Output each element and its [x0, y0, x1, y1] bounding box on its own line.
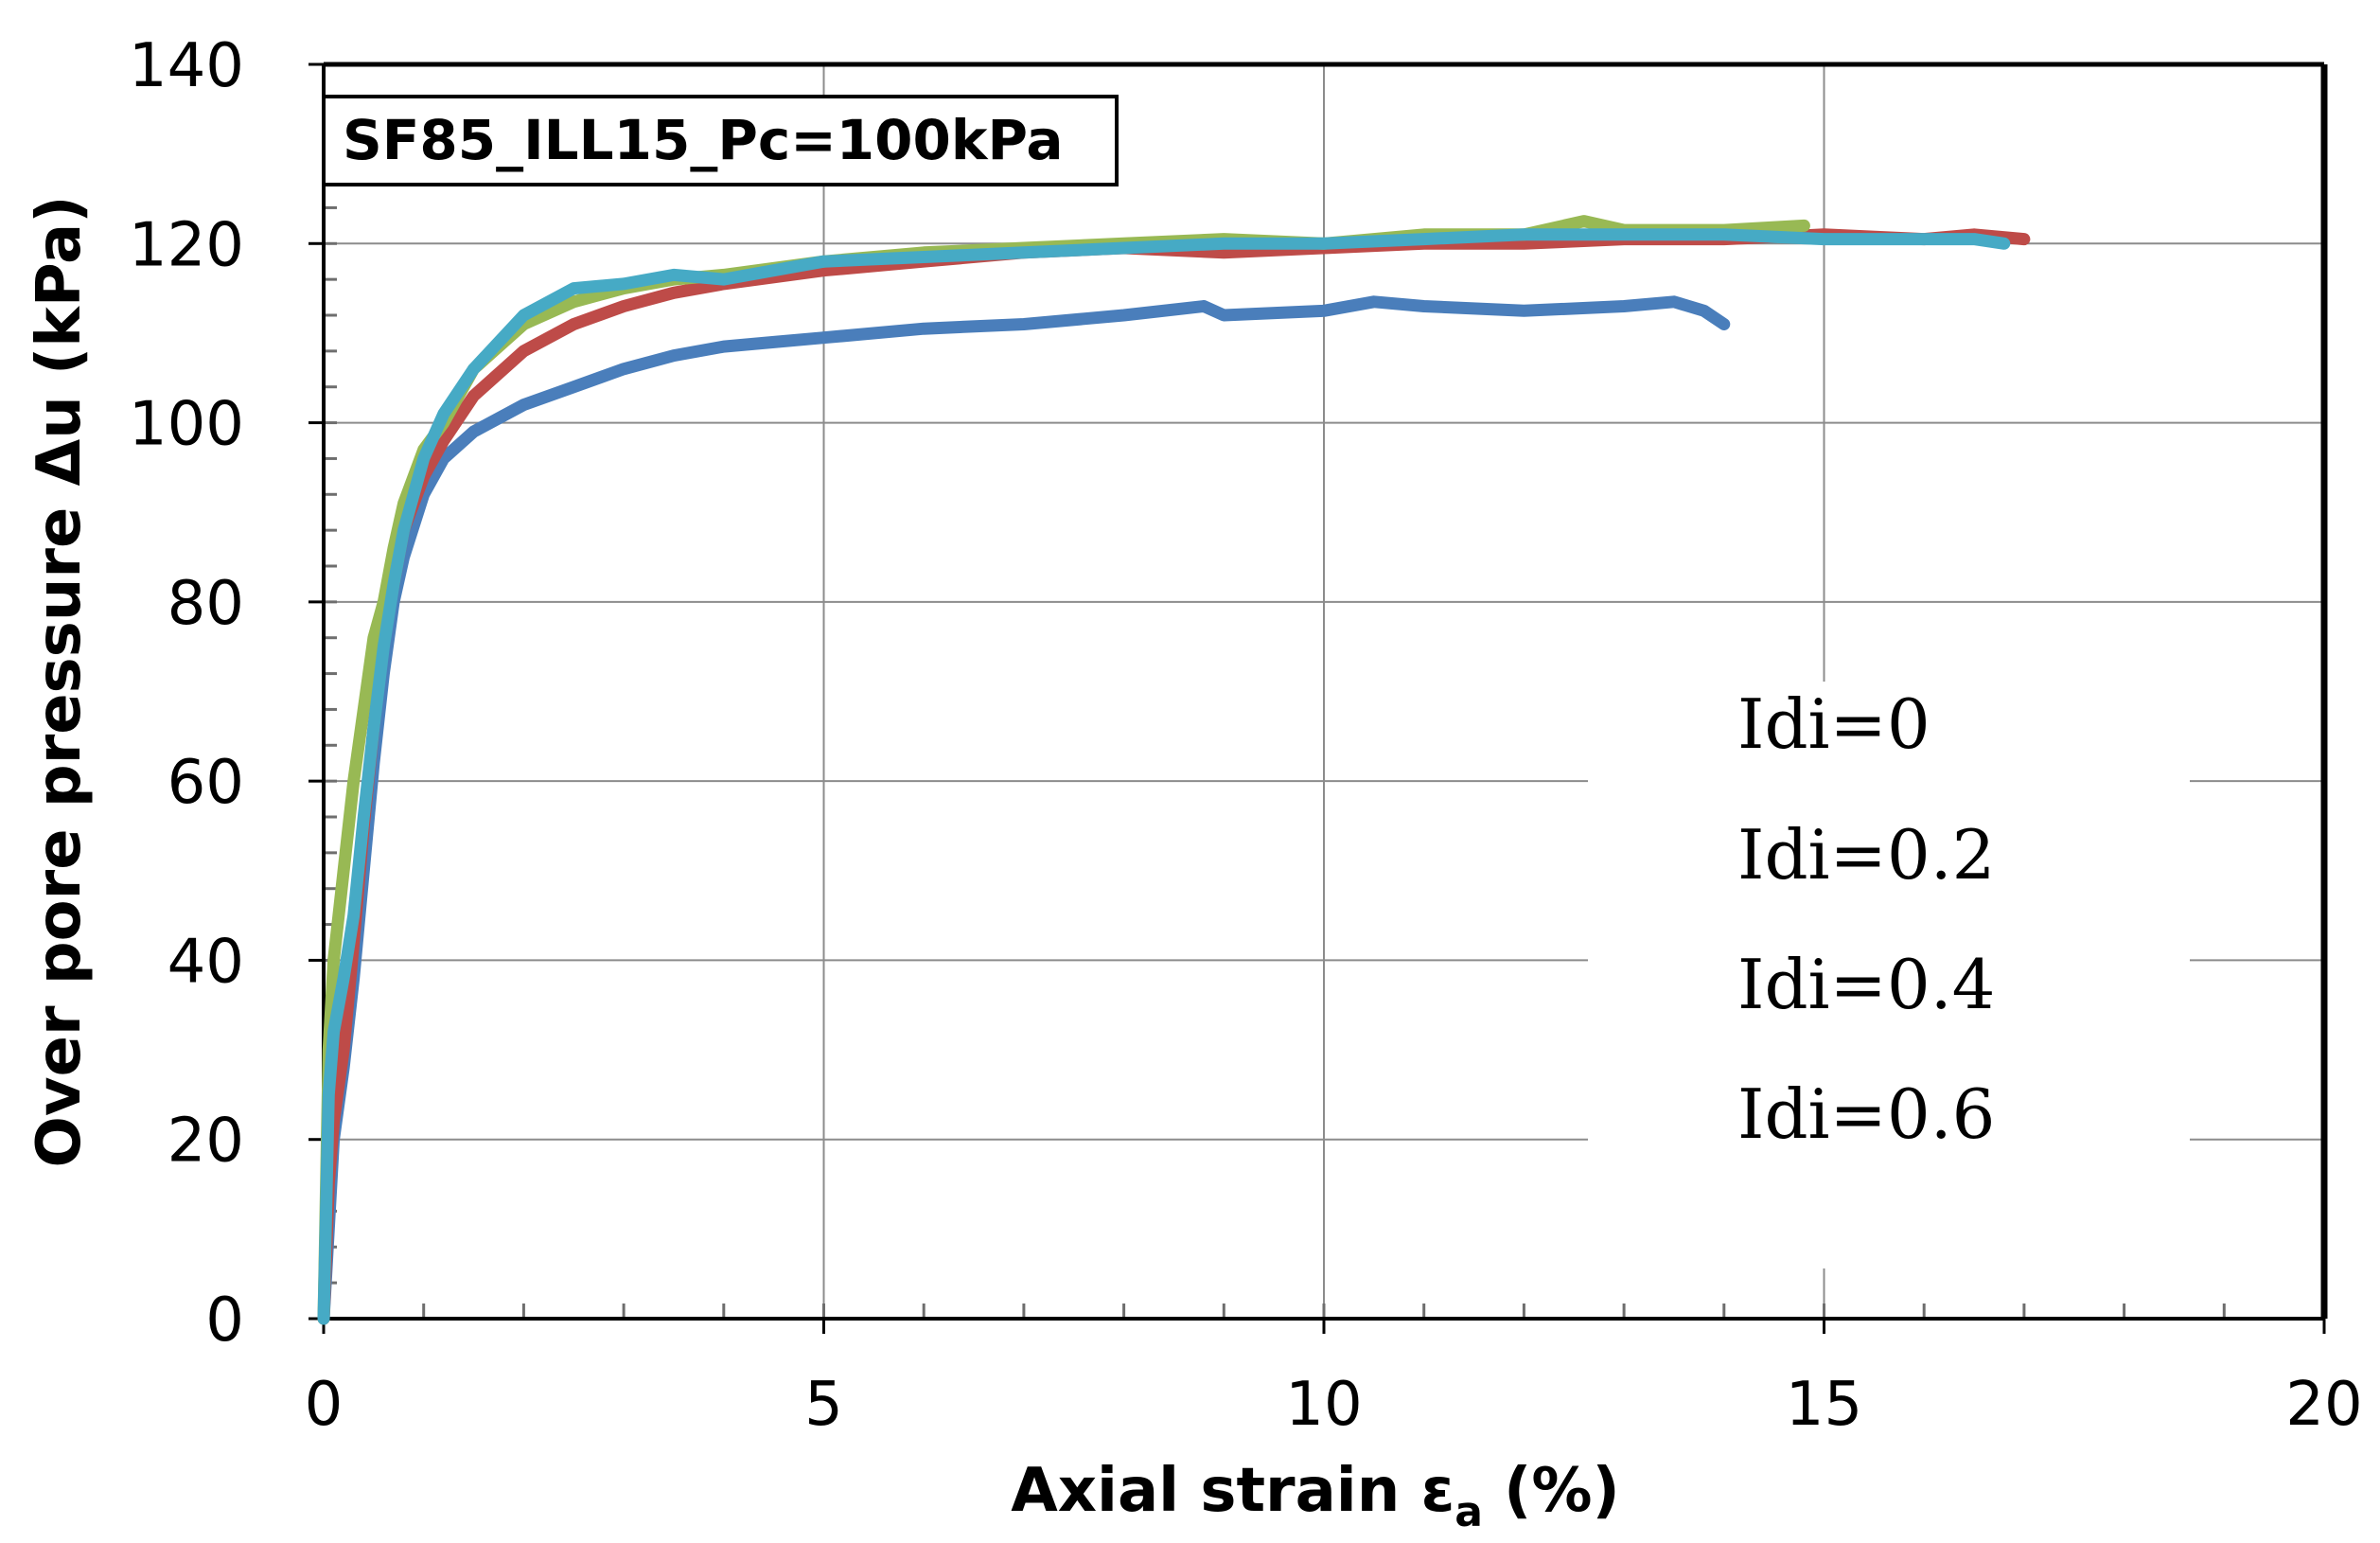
chart-title-box: SF85_ILL15_Pc=100kPa [322, 95, 1119, 186]
y-tick-label: 80 [167, 569, 244, 639]
x-axis-title-main: Axial strain ε [1011, 1456, 1454, 1526]
x-axis-title-unit: (%) [1483, 1456, 1620, 1526]
x-tick-label: 5 [804, 1370, 843, 1440]
x-axis-title-sub: a [1454, 1488, 1483, 1536]
y-tick-label: 120 [129, 210, 244, 280]
legend-background [1588, 682, 2190, 1268]
y-tick-label: 20 [167, 1107, 244, 1177]
y-tick-label: 140 [129, 31, 244, 101]
series-layer [317, 215, 2031, 1325]
y-tick-label: 40 [167, 927, 244, 997]
x-tick-label: 15 [1786, 1370, 1862, 1440]
chart-title-frame [322, 95, 1119, 186]
legend-entry-3: Idi=0.6 [1737, 1074, 1995, 1154]
axis-layer: 0 5 10 15 20 0 20 40 60 80 100 120 140 [129, 31, 2363, 1440]
legend-entry-2: Idi=0.4 [1737, 945, 1995, 1024]
x-axis-title: Axial strain εa (%) [1011, 1456, 1620, 1536]
x-tick-label: 0 [305, 1370, 344, 1440]
chart-title: SF85_ILL15_Pc=100kPa [343, 108, 1064, 172]
x-tick-label: 20 [2285, 1370, 2362, 1440]
series-line-3 [317, 228, 2011, 1325]
legend-layer: Idi=0 Idi=0.2 Idi=0.4 Idi=0.6 [1588, 682, 2190, 1268]
legend-entry-0: Idi=0 [1737, 684, 1930, 764]
y-tick-label: 100 [129, 390, 244, 460]
x-tick-label: 10 [1285, 1370, 1362, 1440]
y-axis-title: Over pore pressure Δu (kPa) [25, 196, 95, 1168]
legend-entry-1: Idi=0.2 [1737, 815, 1995, 895]
y-tick-label: 0 [205, 1286, 244, 1356]
y-tick-label: 60 [167, 748, 244, 818]
